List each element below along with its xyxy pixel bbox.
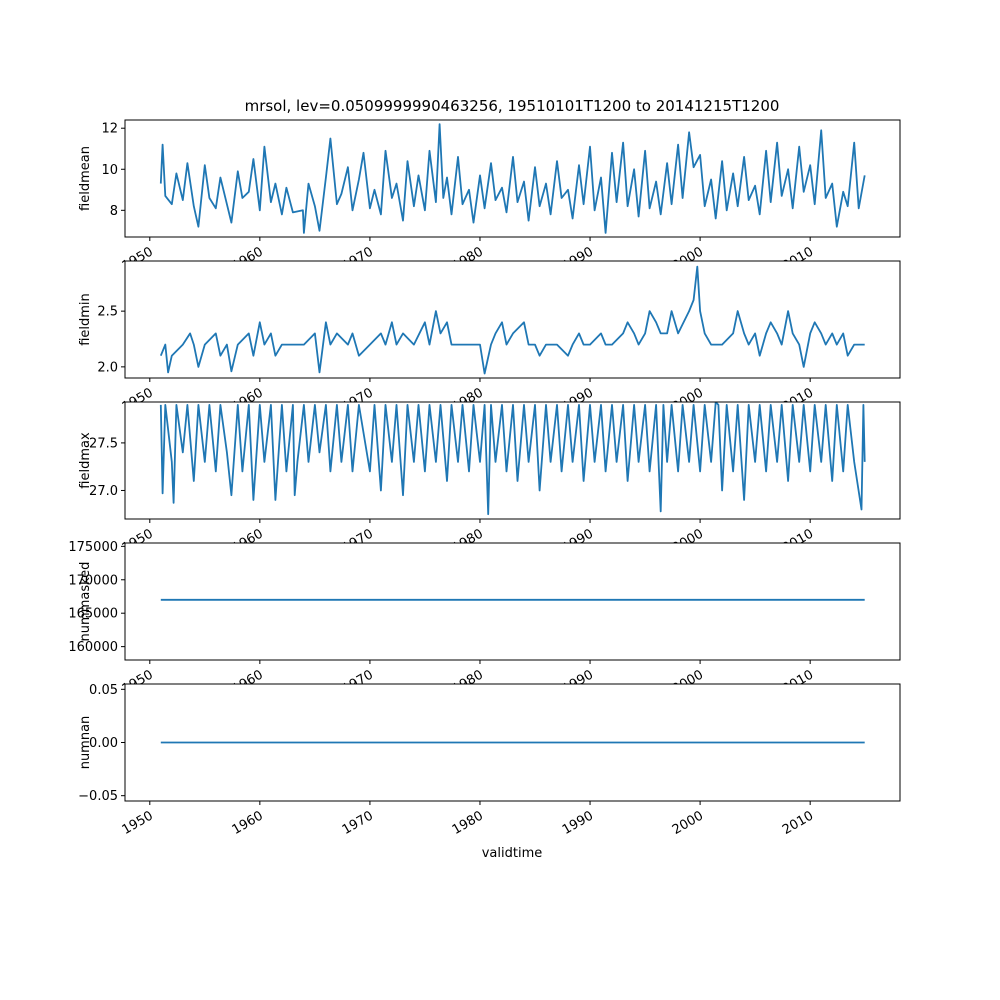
fieldmax-y-tick-label: 27.0: [89, 484, 118, 499]
fieldmean-y-tick-label: 10: [101, 163, 118, 178]
nummasked-y-tick-label: 175000: [68, 540, 118, 555]
numnan-y-tick-label: 0.05: [89, 683, 118, 698]
nummasked-y-tick-label: 165000: [68, 607, 118, 622]
numnan-y-tick-label: −0.05: [78, 789, 118, 804]
fieldmax-y-tick-label: 27.5: [89, 436, 118, 451]
panel-background: [125, 261, 900, 378]
nummasked-y-axis-title: nummasked: [78, 562, 93, 642]
panel-background: [125, 543, 900, 660]
numnan-y-tick-label: 0.00: [89, 736, 118, 751]
fieldmean-y-tick-label: 8: [110, 204, 118, 219]
fieldmin-axes-frame: [124, 260, 901, 379]
fieldmin-y-axis-title: fieldmin: [78, 293, 93, 346]
nummasked-y-tick-label: 160000: [68, 640, 118, 655]
fieldmin-y-tick-label: 2.5: [97, 305, 118, 320]
numnan-y-axis-title: numnan: [78, 716, 93, 770]
nummasked-axes-frame: [124, 542, 901, 661]
fieldmean-y-axis-title: fieldmean: [78, 146, 93, 211]
fieldmin-series-line: [159, 265, 865, 375]
chart-title: mrsol, lev=0.0509999990463256, 19510101T…: [245, 97, 780, 115]
fieldmean-series-line: [159, 123, 866, 234]
fieldmax-series-line: [159, 402, 866, 516]
fieldmean-y-tick-label: 12: [101, 122, 118, 137]
fieldmax-y-axis-title: fieldmax: [78, 432, 93, 489]
fieldmin-y-tick-label: 2.0: [97, 360, 118, 375]
fieldmean-axes-frame: [124, 119, 901, 238]
nummasked-y-tick-label: 170000: [68, 573, 118, 588]
x-axis-title: validtime: [482, 846, 543, 861]
fieldmax-axes-frame: [124, 401, 901, 520]
